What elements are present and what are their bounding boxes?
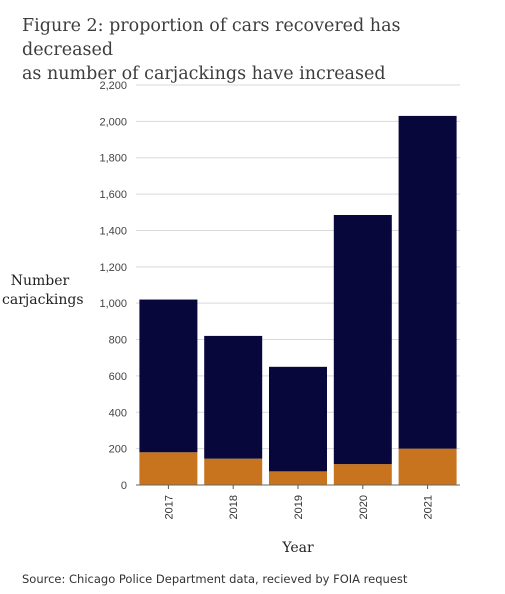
x-tick-label: 2021 — [423, 495, 435, 519]
x-tick-label: 2019 — [293, 495, 305, 519]
source-note: Source: Chicago Police Department data, … — [22, 572, 408, 586]
bar-segment-not-recovered — [269, 366, 327, 472]
bars — [139, 115, 457, 485]
bar-segment-recovered — [333, 464, 392, 485]
y-tick-label: 400 — [109, 407, 127, 419]
bar-segment-recovered — [204, 458, 263, 485]
x-tick-label: 2020 — [358, 495, 370, 519]
y-tick-label: 2,000 — [99, 116, 127, 128]
y-tick-label: 1,200 — [99, 262, 127, 274]
x-axis-label: Year — [281, 540, 314, 556]
bar-segment-not-recovered — [139, 299, 198, 453]
y-tick-label: 0 — [121, 480, 127, 492]
bar-segment-not-recovered — [333, 215, 392, 465]
y-tick-label: 600 — [109, 371, 127, 383]
y-axis-ticks: 0 200 400 600 800 1,000 1,200 1,400 1,600 1,800 2,… — [99, 80, 127, 492]
y-axis-label: Number carjackings — [2, 273, 84, 308]
y-tick-label: 1,000 — [99, 298, 127, 310]
bar-segment-not-recovered — [204, 335, 263, 459]
x-tick-label: 2017 — [163, 495, 175, 519]
x-axis-ticks: 2017 2018 2019 2020 2021 — [163, 485, 435, 519]
y-tick-label: 200 — [109, 444, 127, 456]
y-tick-label: 1,800 — [99, 153, 127, 165]
bar-segment-recovered — [139, 452, 198, 485]
bar-segment-recovered — [398, 448, 457, 485]
y-tick-label: 2,200 — [99, 80, 127, 92]
bar-segment-not-recovered — [398, 115, 457, 449]
chart-title: Figure 2: proportion of cars recovered h… — [22, 16, 401, 84]
y-tick-label: 800 — [109, 335, 127, 347]
x-tick-label: 2018 — [228, 495, 240, 519]
bar-segment-recovered — [269, 471, 327, 485]
y-tick-label: 1,400 — [99, 225, 127, 237]
y-tick-label: 1,600 — [99, 189, 127, 201]
